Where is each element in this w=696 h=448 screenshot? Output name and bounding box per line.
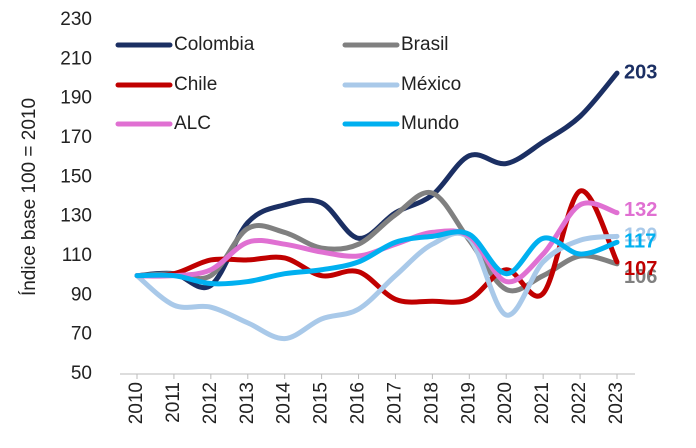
end-label: 203 — [624, 61, 657, 83]
end-label: 117 — [624, 231, 656, 253]
y-tick-label: 170 — [60, 127, 92, 148]
x-tick-label: 2014 — [274, 382, 295, 425]
y-axis-label: Índice base 100 = 2010 — [19, 98, 40, 296]
x-tick-label: 2011 — [163, 382, 184, 423]
legend-label: Colombia — [174, 34, 255, 55]
x-tick-label: 2021 — [532, 382, 553, 424]
end-label: 120 — [624, 225, 657, 247]
x-tick-label: 2018 — [421, 382, 442, 424]
end-label: 107 — [624, 258, 657, 280]
end-label: 106 — [624, 266, 657, 288]
x-tick-label: 2016 — [348, 382, 369, 424]
end-label: 132 — [624, 199, 657, 221]
legend-label: Mundo — [401, 113, 459, 134]
legend-label: ALC — [174, 113, 211, 134]
x-tick-label: 2010 — [126, 382, 147, 424]
y-tick-label: 150 — [60, 166, 92, 187]
legend-label: México — [401, 74, 461, 95]
x-tick-label: 2020 — [495, 382, 516, 424]
x-tick-label: 2017 — [384, 382, 405, 424]
x-tick-label: 2013 — [237, 382, 258, 424]
x-tick-label: 2022 — [569, 382, 590, 424]
y-tick-label: 50 — [71, 363, 92, 384]
y-tick-label: 230 — [60, 9, 92, 30]
y-tick-label: 110 — [62, 245, 92, 266]
y-tick-label: 130 — [60, 206, 92, 227]
x-tick-label: 2015 — [311, 382, 332, 424]
series-line — [134, 200, 620, 285]
legend-label: Chile — [174, 74, 217, 95]
series-line — [134, 229, 620, 287]
legend-label: Brasil — [401, 34, 449, 55]
y-tick-label: 90 — [71, 284, 92, 305]
series-line — [134, 188, 620, 305]
series-line — [134, 230, 620, 342]
series-line — [134, 189, 620, 294]
y-tick-label: 70 — [71, 324, 92, 345]
y-tick-label: 190 — [60, 88, 92, 109]
x-tick-label: 2012 — [200, 382, 221, 424]
x-tick-label: 2019 — [458, 382, 479, 424]
x-tick-label: 2023 — [606, 382, 627, 424]
y-tick-label: 210 — [60, 48, 92, 69]
